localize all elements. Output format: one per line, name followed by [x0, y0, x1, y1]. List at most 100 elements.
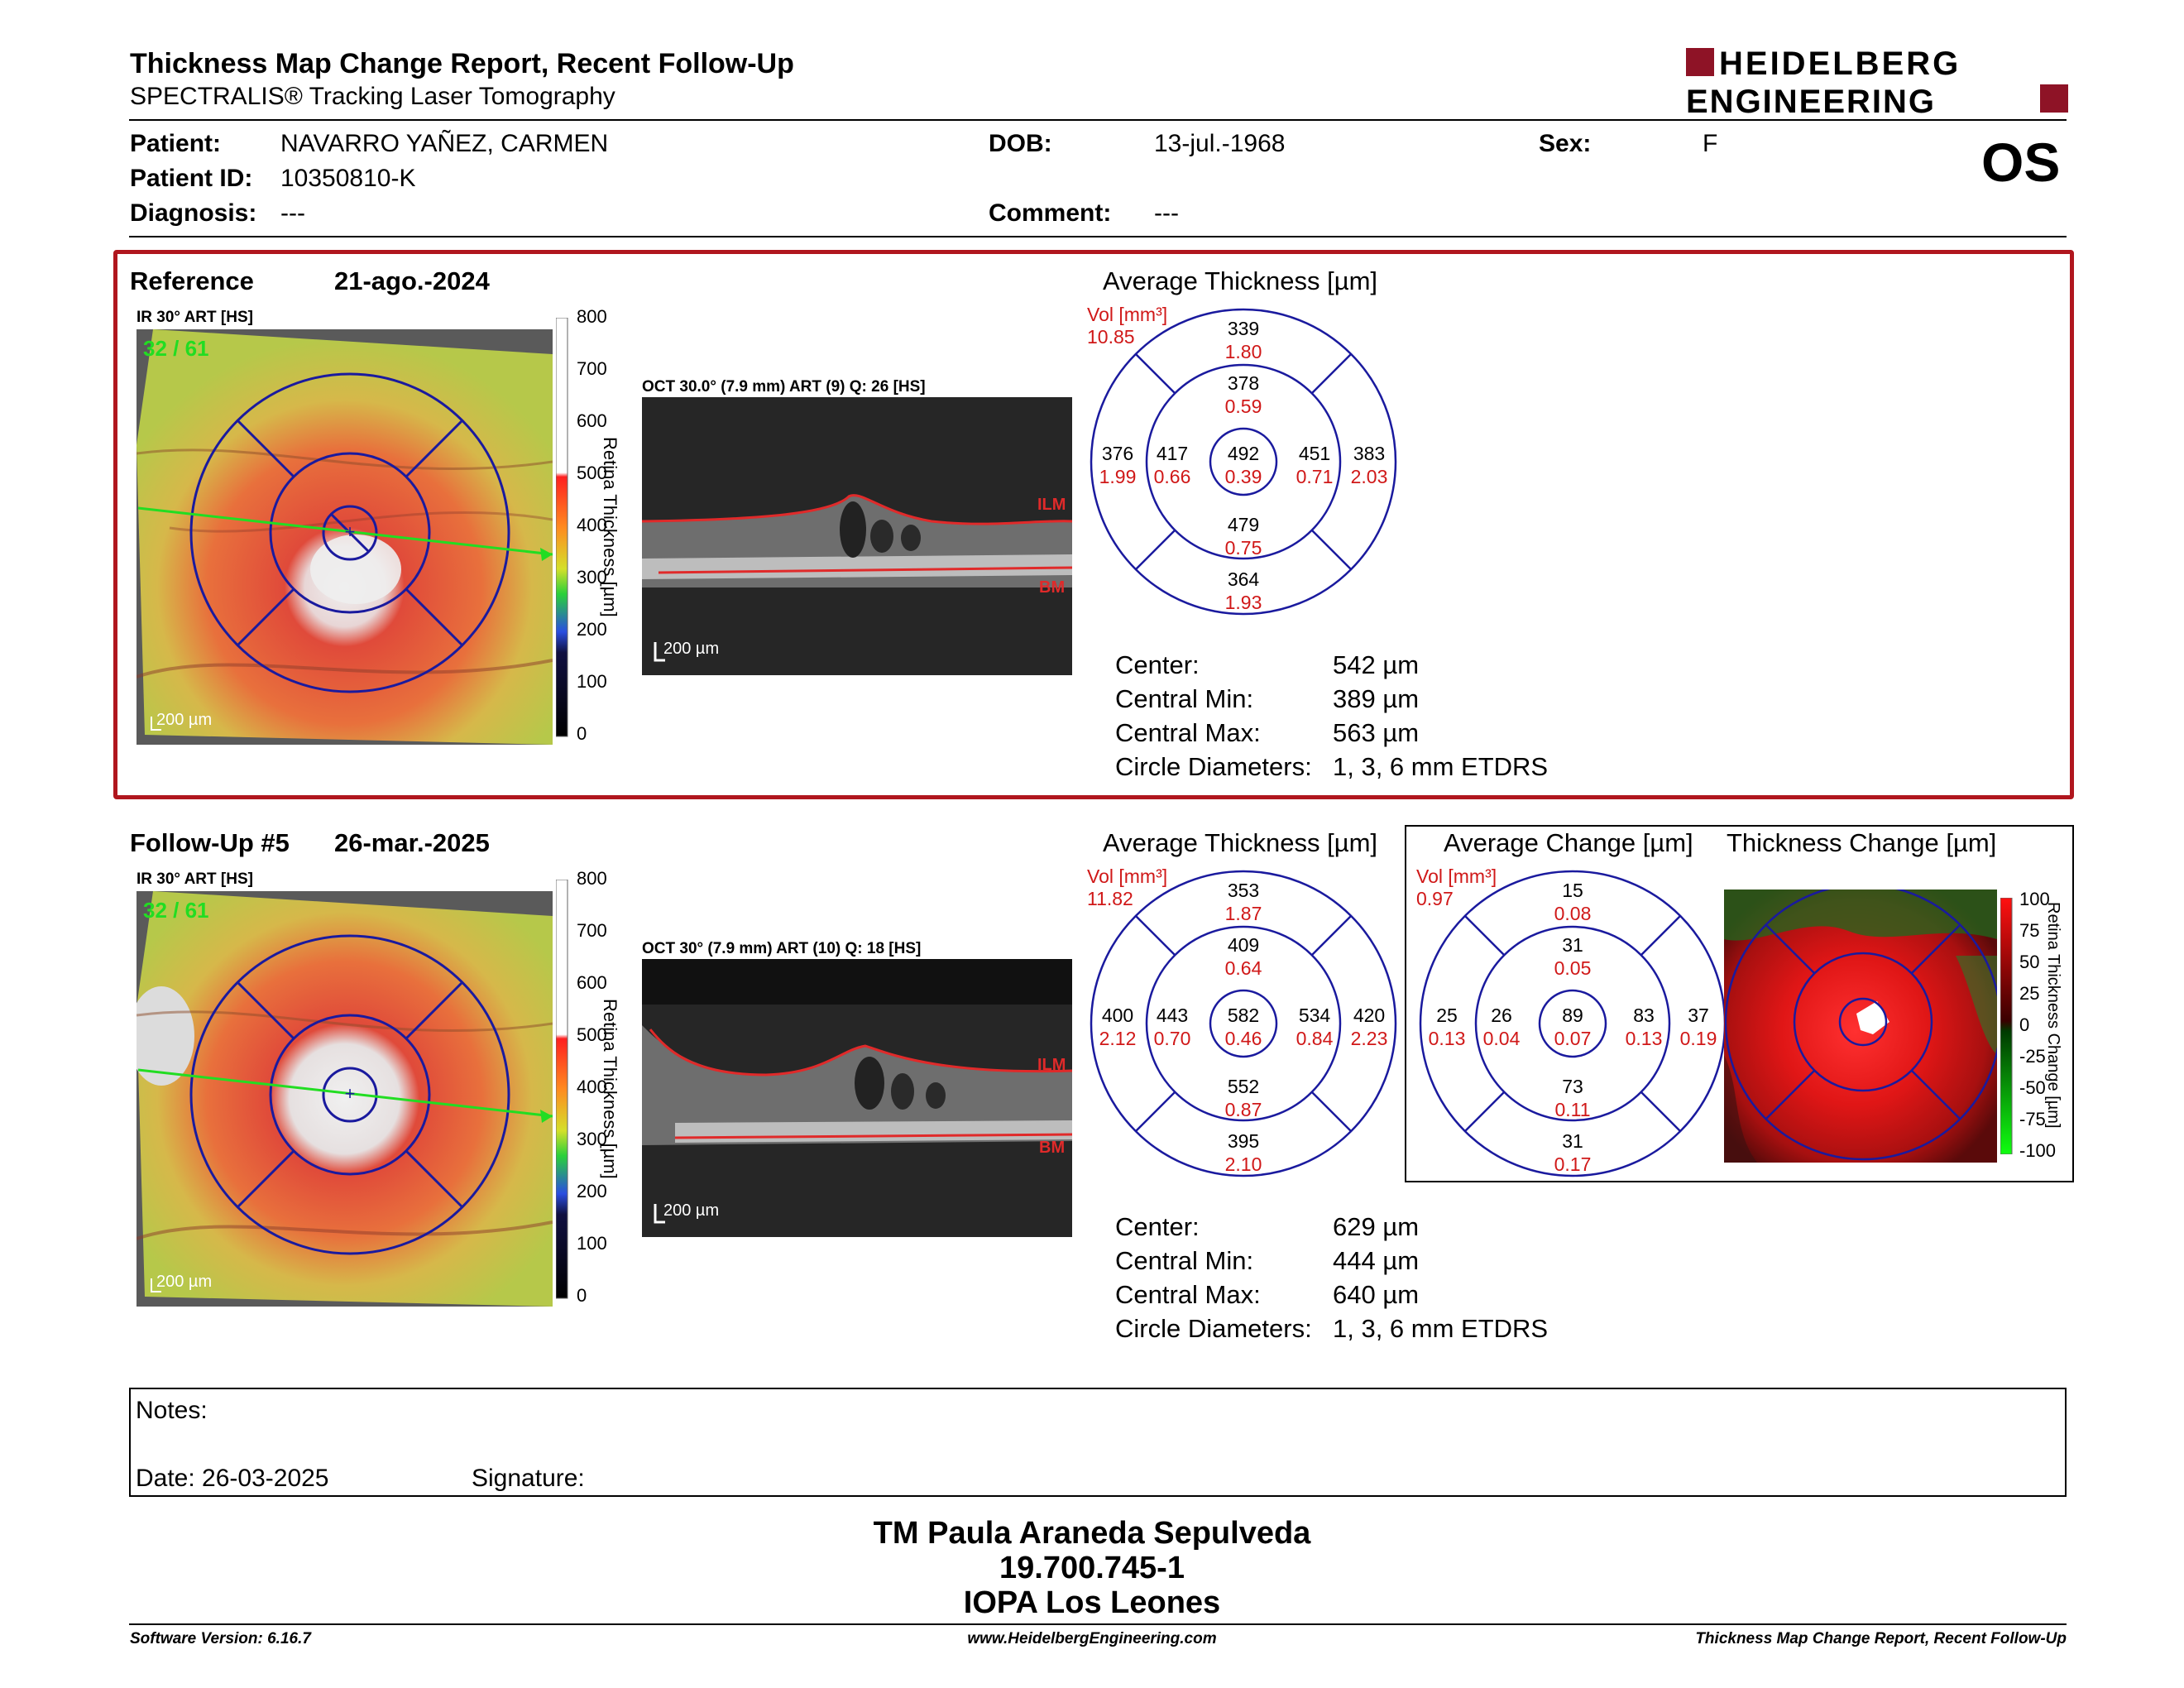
cbar-tick: 100 — [577, 1233, 607, 1254]
reference-stat-value: 389 µm — [1333, 684, 1420, 713]
svg-text:364: 364 — [1228, 568, 1260, 590]
reference-counter: 32 / 61 — [143, 336, 209, 361]
svg-text:0.08: 0.08 — [1554, 903, 1592, 924]
change-tick: 50 — [2019, 952, 2040, 972]
svg-text:37: 37 — [1688, 1005, 1709, 1026]
svg-text:0.75: 0.75 — [1225, 537, 1262, 559]
patient-name: NAVARRO YAÑEZ, CARMEN — [280, 130, 609, 157]
reference-fundus-image: + 32 / 61 200 µm — [136, 329, 553, 745]
eye-indicator: OS — [1981, 132, 2061, 193]
svg-text:420: 420 — [1353, 1005, 1385, 1026]
notes-box — [129, 1388, 2067, 1497]
svg-text:2.03: 2.03 — [1351, 466, 1388, 487]
patient-label: Patient: — [130, 130, 222, 157]
svg-text:83: 83 — [1633, 1005, 1655, 1026]
svg-text:417: 417 — [1157, 443, 1188, 464]
reference-bm-label: BM — [1039, 578, 1065, 597]
reference-stat-label: Circle Diameters: — [1115, 752, 1312, 781]
followup-stat-label: Center: — [1115, 1212, 1200, 1241]
change-tick: 75 — [2019, 920, 2040, 941]
logo-square-bottom-icon — [2040, 84, 2068, 113]
website-link[interactable]: www.HeidelbergEngineering.com — [967, 1630, 1217, 1647]
svg-text:1.87: 1.87 — [1225, 903, 1262, 924]
patient-divider — [129, 236, 2067, 237]
followup-ilm-label: ILM — [1037, 1056, 1066, 1074]
reference-ilm-label: ILM — [1037, 496, 1066, 514]
svg-text:339: 339 — [1228, 318, 1259, 339]
change-tick: -50 — [2019, 1077, 2046, 1098]
reference-oct-label: OCT 30.0° (7.9 mm) ART (9) Q: 26 [HS] — [642, 378, 926, 396]
reference-stat-label: Center: — [1115, 650, 1200, 679]
svg-text:383: 383 — [1353, 443, 1385, 464]
reference-panel — [113, 250, 2074, 799]
report-title: Thickness Map Change Report, Recent Foll… — [130, 48, 794, 79]
clinic-name: IOPA Los Leones — [963, 1585, 1221, 1620]
cbar-tick: 0 — [577, 1285, 587, 1306]
svg-text:534: 534 — [1299, 1005, 1331, 1026]
svg-text:0.13: 0.13 — [1429, 1028, 1466, 1049]
reference-stat-value: 542 µm — [1333, 650, 1420, 679]
cbar-tick: 100 — [577, 671, 607, 692]
followup-oct-scan: ILM BM 200 µm — [642, 959, 1072, 1237]
logo-square-top-icon — [1686, 48, 1714, 76]
svg-text:0.71: 0.71 — [1296, 466, 1334, 487]
change-colorbar — [2000, 898, 2013, 1154]
sex-label: Sex: — [1539, 130, 1592, 157]
logo-line1: HEIDELBERG — [1719, 46, 1961, 82]
cbar-tick: 600 — [577, 972, 607, 993]
followup-stat-value: 1, 3, 6 mm ETDRS — [1333, 1314, 1549, 1343]
reference-oct-scale: 200 µm — [663, 640, 719, 658]
software-version: Software Version: 6.16.7 — [130, 1630, 311, 1647]
reference-title: Reference — [130, 266, 254, 295]
header-divider — [129, 119, 2067, 121]
reference-vol-value: 10.85 — [1087, 326, 1135, 348]
followup-vol-label: Vol [mm³] — [1087, 868, 1167, 887]
followup-etdrs-grid: Vol [mm³] 11.82 353 1.87 409 0.64 582 0.… — [1087, 868, 1397, 1177]
followup-grid-title: Average Thickness [µm] — [1103, 828, 1378, 857]
svg-text:353: 353 — [1228, 880, 1259, 901]
change-panel — [1405, 825, 2074, 1182]
logo-line2: ENGINEERING — [1686, 84, 1936, 116]
svg-text:0.04: 0.04 — [1483, 1028, 1521, 1049]
notes-label: Notes: — [136, 1397, 208, 1424]
operator-id: 19.700.745-1 — [999, 1551, 1185, 1585]
svg-text:0.66: 0.66 — [1154, 466, 1191, 487]
cbar-tick: 300 — [577, 567, 607, 587]
change-tick: -100 — [2019, 1140, 2057, 1161]
svg-text:376: 376 — [1102, 443, 1133, 464]
operator-name: TM Paula Araneda Sepulveda — [873, 1516, 1311, 1551]
followup-counter: 32 / 61 — [143, 898, 209, 923]
svg-text:552: 552 — [1228, 1076, 1259, 1097]
notes-date: Date: 26-03-2025 — [136, 1465, 329, 1492]
svg-text:0.19: 0.19 — [1680, 1028, 1717, 1049]
change-vol-value: 0.97 — [1416, 888, 1454, 909]
svg-text:1.93: 1.93 — [1225, 592, 1262, 613]
svg-text:2.10: 2.10 — [1225, 1153, 1262, 1175]
change-map-title: Thickness Change [µm] — [1727, 828, 1997, 857]
report-subtitle: SPECTRALIS® Tracking Laser Tomography — [130, 83, 615, 110]
followup-fundus-image: + 32 / 61 200 µm — [136, 891, 553, 1307]
footer-divider — [129, 1623, 2067, 1625]
change-tick: -75 — [2019, 1109, 2046, 1129]
svg-text:1.80: 1.80 — [1225, 341, 1262, 362]
reference-vol-label: Vol [mm³] — [1087, 306, 1167, 325]
change-tick: 100 — [2019, 889, 2050, 909]
cbar-tick: 300 — [577, 1129, 607, 1149]
reference-colorbar — [555, 317, 655, 748]
svg-text:443: 443 — [1157, 1005, 1188, 1026]
svg-text:492: 492 — [1228, 443, 1259, 464]
followup-stat-value: 640 µm — [1333, 1280, 1420, 1309]
svg-text:0.39: 0.39 — [1225, 466, 1262, 487]
cbar-tick: 800 — [577, 306, 607, 327]
change-etdrs-grid: Vol [mm³] 0.97 15 0.08 31 0.05 89 0.07 7… — [1416, 868, 1727, 1177]
signature-label: Signature: — [472, 1465, 585, 1492]
svg-text:0.11: 0.11 — [1554, 1099, 1590, 1120]
svg-text:1.99: 1.99 — [1099, 466, 1137, 487]
diagnosis-label: Diagnosis: — [130, 199, 257, 227]
followup-fundus-scale: 200 µm — [156, 1273, 212, 1291]
followup-stat-value: 444 µm — [1333, 1246, 1420, 1275]
cbar-tick: 500 — [577, 1024, 607, 1045]
cbar-tick: 800 — [577, 868, 607, 889]
svg-text:25: 25 — [1436, 1005, 1458, 1026]
svg-text:31: 31 — [1562, 934, 1583, 956]
